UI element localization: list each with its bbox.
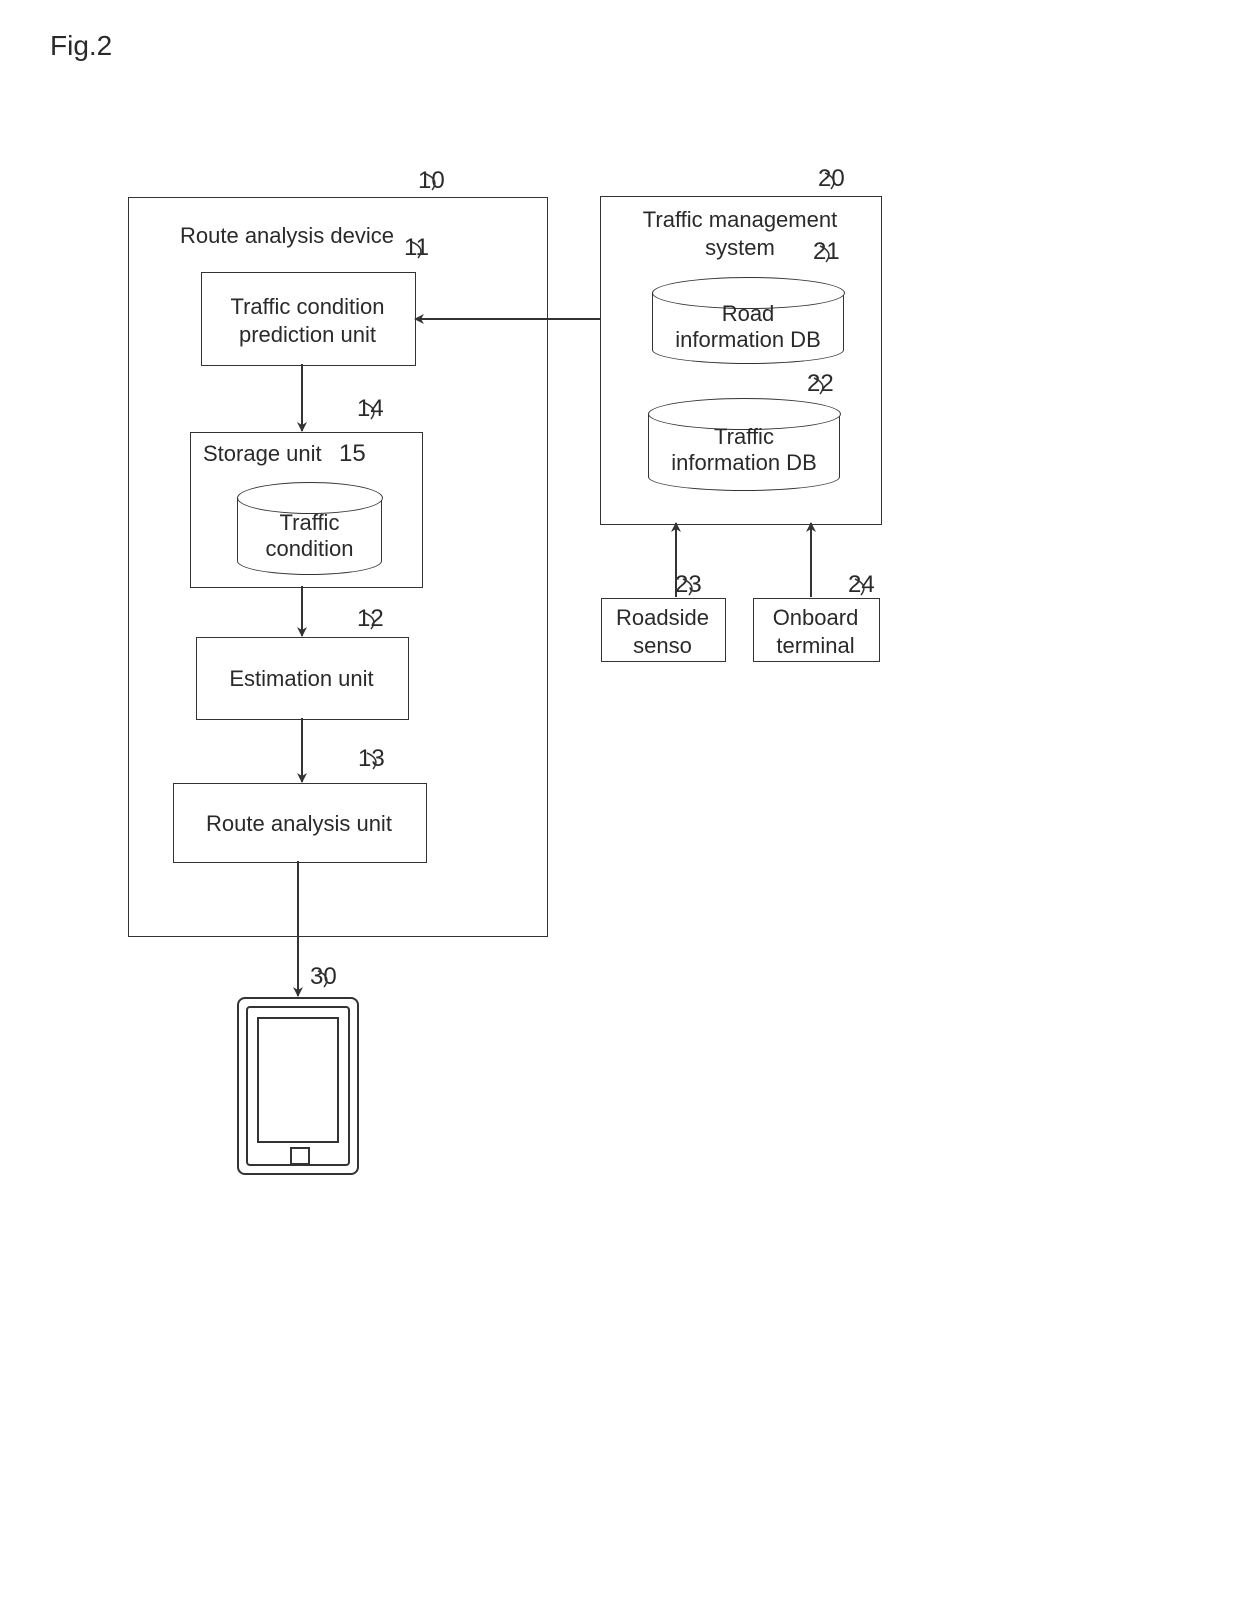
route-analysis-unit-label: Route analysis unit <box>173 810 425 838</box>
ref-14: 14 <box>357 395 384 423</box>
ref-23: 23 <box>675 571 702 599</box>
ref-12: 12 <box>357 605 384 633</box>
ref-13: 13 <box>358 745 385 773</box>
prediction-unit-label: Traffic condition prediction unit <box>201 293 414 348</box>
traffic-condition-cylinder: Traffic condition <box>237 498 382 575</box>
road-info-db-label: Road information DB <box>653 301 843 354</box>
road-info-db-cylinder: Road information DB <box>652 293 844 364</box>
ref-22: 22 <box>807 370 834 398</box>
estimation-unit-label: Estimation unit <box>196 665 407 693</box>
storage-unit-title: Storage unit <box>203 440 353 468</box>
figure-label: Fig.2 <box>50 30 112 62</box>
traffic-condition-cyl-label: Traffic condition <box>238 510 381 563</box>
ref-20: 20 <box>818 165 845 193</box>
traffic-info-db-cylinder: Traffic information DB <box>648 414 840 491</box>
diagram-stage: Fig.2 Route analysis device 10 Traffic c… <box>0 0 1240 1600</box>
ref-21: 21 <box>813 238 840 266</box>
roadside-sensor-label: Roadside senso <box>601 604 724 659</box>
ref-30: 30 <box>310 963 337 991</box>
terminal-device-icon <box>237 997 359 1175</box>
onboard-terminal-label: Onboard terminal <box>753 604 878 659</box>
traffic-info-db-label: Traffic information DB <box>649 424 839 477</box>
ref-10: 10 <box>418 167 445 195</box>
ref-24: 24 <box>848 571 875 599</box>
ref-11: 11 <box>404 234 429 262</box>
ref-15: 15 <box>339 440 366 468</box>
route-analysis-device-title: Route analysis device <box>180 222 440 250</box>
